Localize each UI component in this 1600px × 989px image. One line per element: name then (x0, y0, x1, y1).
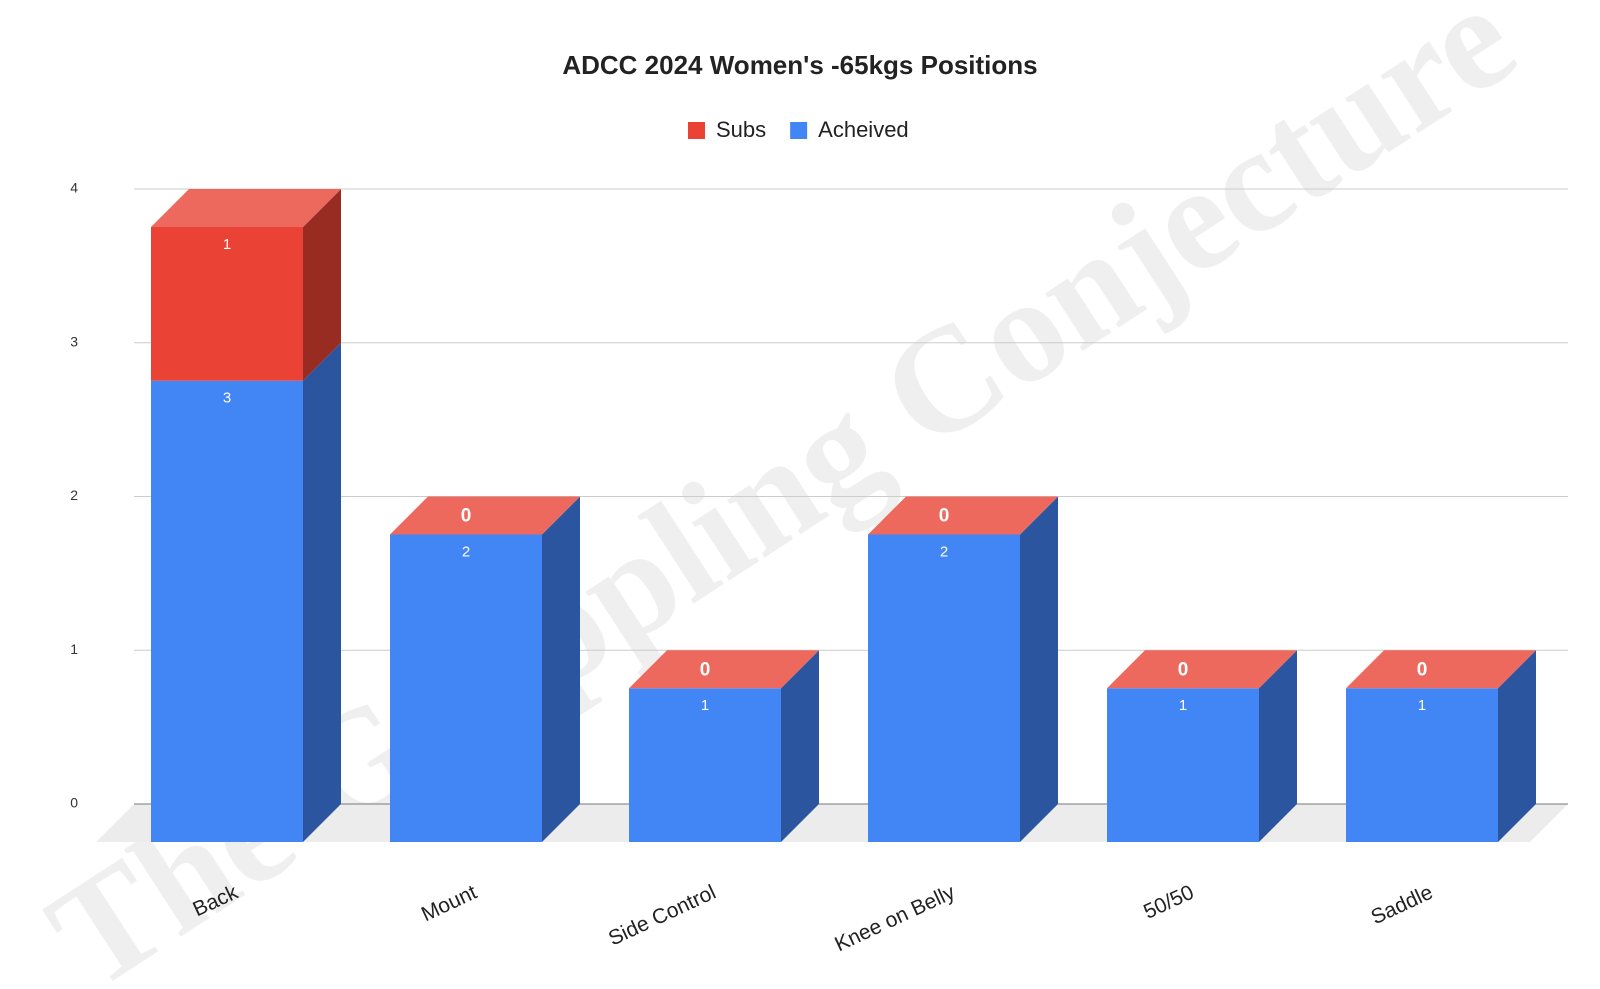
value-label: 0 (1178, 659, 1189, 680)
chart-title: ADCC 2024 Women's -65kgs Positions (562, 50, 1037, 80)
bar-side (303, 189, 341, 381)
bar (868, 534, 1020, 842)
value-label: 1 (1418, 697, 1426, 714)
bar-side (303, 342, 341, 842)
bar-top (390, 496, 580, 535)
legend-swatch (688, 122, 705, 139)
legend-label: Subs (716, 117, 766, 142)
value-label: 0 (939, 506, 950, 527)
value-label: 2 (940, 543, 948, 560)
y-tick-label: 0 (70, 795, 78, 811)
value-label: 1 (1179, 697, 1187, 714)
x-tick-label: Saddle (1367, 881, 1436, 929)
value-label: 2 (462, 543, 470, 560)
bar (151, 380, 303, 842)
x-tick-label: Side Control (605, 881, 719, 951)
value-label: 1 (701, 697, 709, 714)
value-label: 0 (461, 506, 472, 527)
x-tick-label: Mount (418, 881, 481, 927)
value-label: 0 (1417, 659, 1428, 680)
y-tick-label: 4 (70, 180, 78, 196)
value-label: 1 (223, 236, 231, 253)
bar-side (542, 496, 580, 842)
legend-swatch (790, 122, 808, 139)
x-tick-label: 50/50 (1140, 881, 1197, 924)
y-tick-label: 2 (70, 487, 78, 503)
bar-top (868, 496, 1058, 535)
bar (1346, 688, 1498, 842)
bar-top (629, 650, 819, 689)
bar (390, 534, 542, 842)
bar-side (1259, 650, 1297, 842)
bar (629, 688, 781, 842)
bar-top (151, 189, 341, 227)
y-tick-label: 1 (70, 641, 78, 657)
bar (151, 227, 303, 381)
bar (1107, 688, 1259, 842)
value-label: 0 (700, 659, 711, 680)
value-label: 3 (223, 390, 231, 407)
bar-top (1107, 650, 1297, 689)
legend-label: Acheived (818, 117, 909, 142)
bar-side (1020, 496, 1058, 842)
bar-top (1346, 650, 1536, 689)
bar-side (781, 650, 819, 842)
x-tick-label: Knee on Belly (831, 881, 959, 957)
bar-side (1498, 650, 1536, 842)
y-tick-label: 3 (70, 333, 78, 349)
